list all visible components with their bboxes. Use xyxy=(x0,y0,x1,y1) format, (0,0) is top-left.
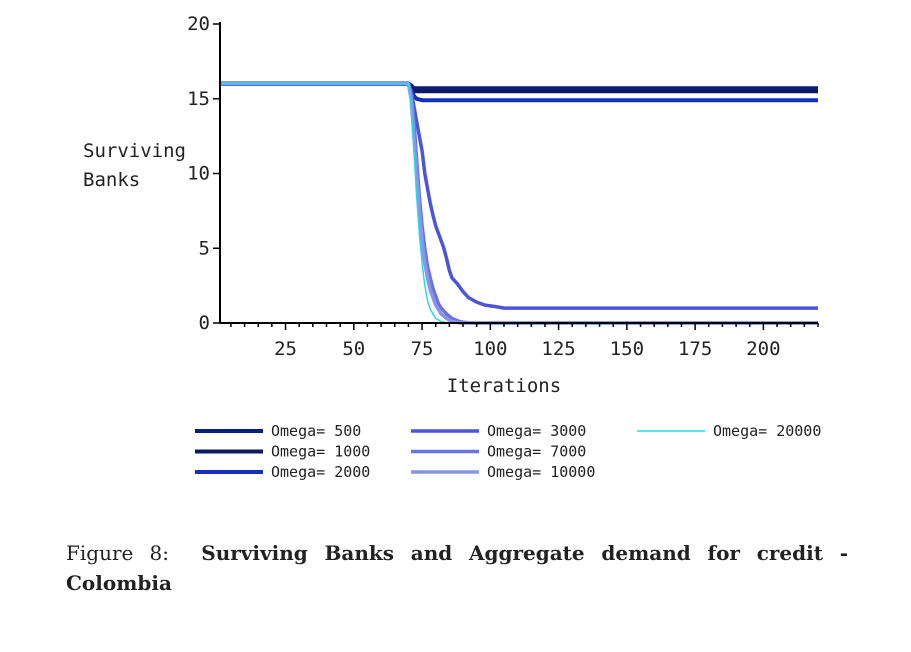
y-tick-label: 5 xyxy=(199,237,210,259)
x-tick-label: 75 xyxy=(411,338,434,360)
x-tick-label: 100 xyxy=(473,338,507,360)
caption-title: Surviving Banks and Aggregate demand for… xyxy=(66,541,848,595)
x-tick-label: 175 xyxy=(678,338,712,360)
legend-label: Omega= 1000 xyxy=(271,443,370,461)
legend-label: Omega= 500 xyxy=(271,422,361,440)
x-tick-label: 125 xyxy=(541,338,575,360)
y-tick-label: 15 xyxy=(187,88,210,110)
series-line-6 xyxy=(220,82,818,325)
legend-label: Omega= 20000 xyxy=(713,422,821,440)
series-line-5 xyxy=(220,82,818,325)
y-tick-label: 0 xyxy=(199,312,210,334)
y-tick-label: 10 xyxy=(187,163,210,185)
legend-label: Omega= 10000 xyxy=(487,463,595,481)
series-line-7 xyxy=(220,83,818,324)
legend-label: Omega= 3000 xyxy=(487,422,586,440)
y-axis-label-line2: Banks xyxy=(83,169,140,191)
caption-label: Figure 8: xyxy=(66,541,169,565)
x-tick-label: 50 xyxy=(342,338,365,360)
legend-label: Omega= 7000 xyxy=(487,443,586,461)
x-tick-label: 150 xyxy=(610,338,644,360)
y-tick-label: 20 xyxy=(187,13,210,35)
figure-caption: Figure 8: Surviving Banks and Aggregate … xyxy=(66,538,848,598)
axes: 25 50 75 100 125 150 175 200 0 5 10 15 20 xyxy=(187,13,819,360)
x-axis-label: Iterations xyxy=(447,375,561,397)
series-layer xyxy=(220,81,818,325)
x-tick-label: 200 xyxy=(746,338,780,360)
x-tick-label: 25 xyxy=(274,338,297,360)
legend-label: Omega= 2000 xyxy=(271,463,370,481)
legend: Omega= 500 Omega= 1000 Omega= 2000 Omega= 3… xyxy=(195,422,821,481)
y-axis-label-line1: Surviving xyxy=(83,140,186,162)
series-line-4 xyxy=(220,82,818,310)
